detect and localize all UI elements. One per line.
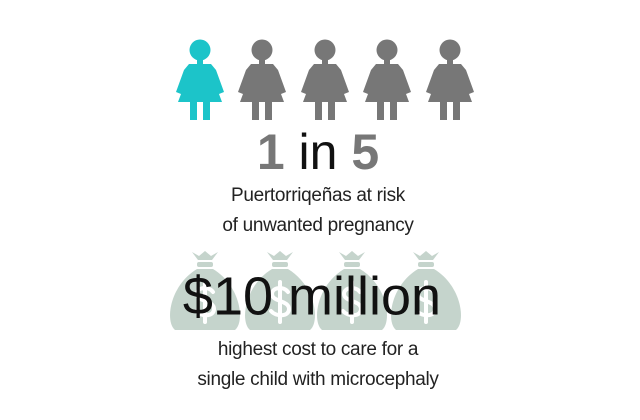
woman-icon — [238, 39, 286, 120]
ratio-denominator: 5 — [351, 124, 379, 180]
woman-icon — [301, 39, 349, 120]
caption-line: single child with microcephaly — [197, 369, 439, 390]
caption-line: of unwanted pregnancy — [222, 215, 414, 236]
woman-icon — [426, 39, 474, 120]
caption-line: highest cost to care for a — [218, 339, 419, 360]
highlighted-woman-icon — [176, 39, 224, 120]
cost-stat: $10 million — [183, 266, 441, 326]
people-icons — [176, 39, 474, 120]
ratio-numerator: 1 — [257, 124, 285, 180]
ratio-stat: 1 in 5 — [257, 124, 379, 180]
ratio-word: in — [299, 124, 338, 180]
woman-icon — [363, 39, 411, 120]
caption-line: Puertorriqeñas at risk — [231, 185, 406, 206]
